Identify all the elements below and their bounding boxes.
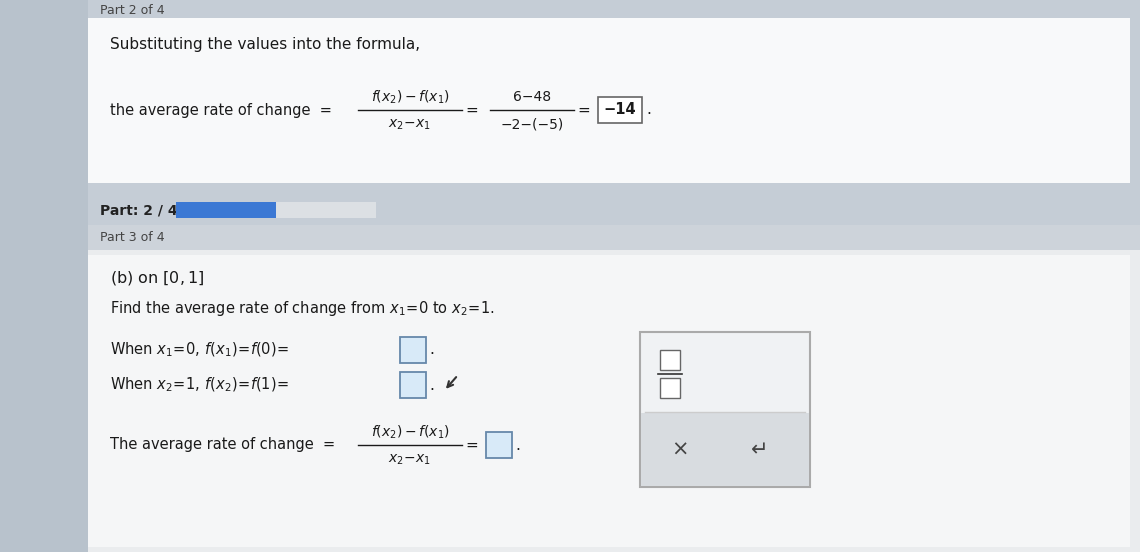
Bar — [640, 332, 811, 487]
Bar — [88, 195, 1140, 225]
Bar — [598, 97, 642, 123]
Text: Substituting the values into the formula,: Substituting the values into the formula… — [109, 38, 421, 52]
Bar — [88, 18, 1130, 183]
Text: $x_2\!-\!x_1$: $x_2\!-\!x_1$ — [389, 453, 432, 467]
Bar — [0, 0, 88, 552]
Text: =: = — [578, 103, 591, 118]
Text: the average rate of change  =: the average rate of change = — [109, 103, 332, 118]
Bar — [660, 378, 679, 398]
Text: .: . — [429, 378, 434, 392]
Bar — [88, 225, 1140, 250]
Bar — [486, 432, 512, 458]
Text: −14: −14 — [604, 103, 636, 118]
Text: .: . — [429, 342, 434, 358]
Text: The average rate of change  =: The average rate of change = — [109, 438, 335, 453]
Bar — [88, 250, 1140, 552]
Text: =: = — [465, 438, 479, 453]
Text: $f(x_2)-f(x_1)$: $f(x_2)-f(x_1)$ — [370, 423, 449, 440]
Text: $f(x_2)-f(x_1)$: $f(x_2)-f(x_1)$ — [370, 88, 449, 105]
Bar — [276, 202, 376, 218]
Bar — [660, 350, 679, 370]
Text: Find the average rate of change from $x_1\!=\!0$ to $x_2\!=\!1$.: Find the average rate of change from $x_… — [109, 299, 495, 317]
Text: When $x_1\!=\!0,\,f(x_1)\!=\!f(0)\!=$: When $x_1\!=\!0,\,f(x_1)\!=\!f(0)\!=$ — [109, 341, 290, 359]
Text: =: = — [465, 103, 479, 118]
Bar — [400, 337, 426, 363]
Text: Part 3 of 4: Part 3 of 4 — [100, 231, 164, 244]
Bar — [88, 255, 1130, 547]
Text: 6−48: 6−48 — [513, 90, 551, 104]
Bar — [88, 0, 1140, 195]
Bar — [400, 372, 426, 398]
Bar — [641, 413, 809, 486]
Text: Part 2 of 4: Part 2 of 4 — [100, 4, 164, 18]
Text: −2−(−5): −2−(−5) — [500, 118, 563, 132]
Text: .: . — [646, 103, 651, 118]
Text: Part: 2 / 4: Part: 2 / 4 — [100, 203, 178, 217]
Text: ×: × — [671, 440, 689, 460]
Text: (b) on $\left[0, 1\right]$: (b) on $\left[0, 1\right]$ — [109, 269, 204, 287]
Text: .: . — [515, 438, 520, 453]
Bar — [176, 202, 276, 218]
Text: When $x_2\!=\!1,\,f(x_2)\!=\!f(1)\!=$: When $x_2\!=\!1,\,f(x_2)\!=\!f(1)\!=$ — [109, 376, 290, 394]
Text: $x_2\!-\!x_1$: $x_2\!-\!x_1$ — [389, 118, 432, 132]
Text: ↵: ↵ — [751, 440, 768, 460]
